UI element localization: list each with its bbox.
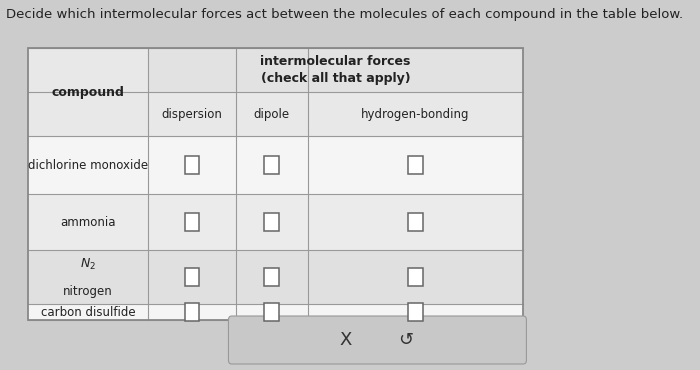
Bar: [28, 136, 523, 194]
Text: nitrogen: nitrogen: [63, 286, 113, 299]
Text: compound: compound: [51, 85, 125, 98]
Text: dispersion: dispersion: [161, 108, 222, 121]
Bar: [408, 303, 423, 321]
Bar: [185, 268, 199, 286]
Bar: [28, 250, 523, 304]
Bar: [185, 213, 199, 231]
Text: carbon disulfide: carbon disulfide: [41, 306, 135, 319]
Text: dichlorine monoxide: dichlorine monoxide: [28, 158, 148, 172]
Bar: [28, 48, 148, 136]
Bar: [265, 303, 279, 321]
Text: N$_2$: N$_2$: [80, 256, 96, 272]
Bar: [408, 213, 423, 231]
Text: intermolecular forces
(check all that apply): intermolecular forces (check all that ap…: [260, 55, 411, 85]
Bar: [28, 194, 523, 250]
Bar: [265, 156, 279, 174]
Text: X: X: [340, 331, 351, 349]
Bar: [28, 48, 523, 320]
Text: hydrogen-bonding: hydrogen-bonding: [361, 108, 470, 121]
Bar: [265, 268, 279, 286]
Text: dipole: dipole: [253, 108, 290, 121]
Text: ammonia: ammonia: [60, 215, 116, 229]
FancyBboxPatch shape: [228, 316, 526, 364]
Bar: [185, 303, 199, 321]
Bar: [148, 92, 523, 136]
Text: ↺: ↺: [398, 331, 413, 349]
Bar: [408, 156, 423, 174]
Bar: [148, 48, 523, 92]
Text: Decide which intermolecular forces act between the molecules of each compound in: Decide which intermolecular forces act b…: [6, 8, 683, 21]
Bar: [408, 268, 423, 286]
Bar: [185, 156, 199, 174]
Bar: [265, 213, 279, 231]
Bar: [28, 304, 523, 320]
